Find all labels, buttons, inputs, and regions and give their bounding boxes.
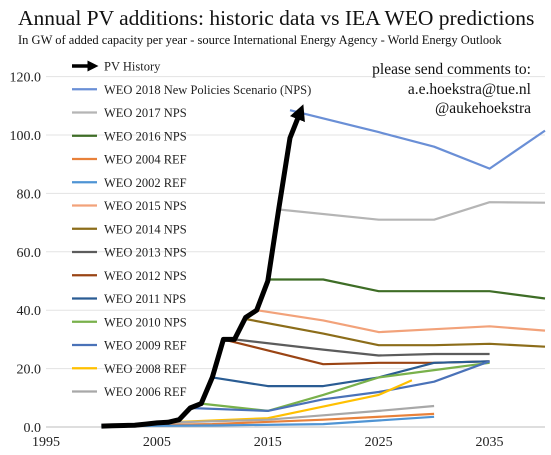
y-tick-label: 80.0 (17, 187, 42, 202)
series-line (234, 338, 490, 357)
legend-label: WEO 2009 REF (104, 339, 187, 353)
x-tick-label: 2005 (143, 435, 171, 450)
series-line (190, 360, 490, 412)
annotation-line-1: please send comments to: (372, 61, 531, 78)
y-tick-label: 40.0 (17, 304, 42, 319)
legend-label: WEO 2006 REF (104, 385, 187, 399)
legend-label: WEO 2015 NPS (104, 199, 187, 213)
series-line (201, 361, 490, 412)
y-tick-label: 60.0 (17, 246, 42, 261)
series-line (156, 404, 435, 424)
y-tick-label: 20.0 (17, 363, 42, 378)
y-tick-label: 100.0 (10, 129, 42, 144)
legend-label: WEO 2017 NPS (104, 106, 187, 120)
chart-title: Annual PV additions: historic data vs IE… (18, 6, 535, 30)
x-tick-label: 2025 (365, 435, 393, 450)
series-line (212, 360, 490, 388)
legend-label: WEO 2002 REF (104, 176, 187, 190)
legend-label: WEO 2010 NPS (104, 315, 187, 329)
x-tick-label: 2015 (254, 435, 282, 450)
annotation-line-2: a.e.hoekstra@tue.nl (408, 81, 531, 98)
legend-label: WEO 2011 NPS (104, 292, 186, 306)
series-line (278, 201, 546, 221)
x-tick-label: 1995 (32, 435, 60, 450)
y-tick-label: 120.0 (10, 71, 42, 86)
legend-label: WEO 2012 NPS (104, 269, 187, 283)
chart-subtitle: In GW of added capacity per year - sourc… (18, 33, 502, 47)
legend-label: PV History (104, 60, 161, 74)
x-tick-label: 2035 (476, 435, 504, 450)
series-line (267, 278, 546, 300)
y-tick-label: 0.0 (24, 421, 42, 436)
annotation-line-3: @aukehoekstra (435, 100, 531, 117)
series-line (101, 104, 305, 429)
series-line (245, 317, 546, 348)
series-line (256, 309, 546, 334)
legend-label: WEO 2018 New Policies Scenario (NPS) (104, 83, 311, 97)
series-line (289, 109, 546, 170)
legend-label: WEO 2008 REF (104, 362, 187, 376)
legend-label: WEO 2013 NPS (104, 246, 187, 260)
legend-label: WEO 2014 NPS (104, 222, 187, 236)
series-line (101, 415, 435, 428)
legend-label: WEO 2004 REF (104, 153, 187, 167)
legend-label: WEO 2016 NPS (104, 129, 187, 143)
